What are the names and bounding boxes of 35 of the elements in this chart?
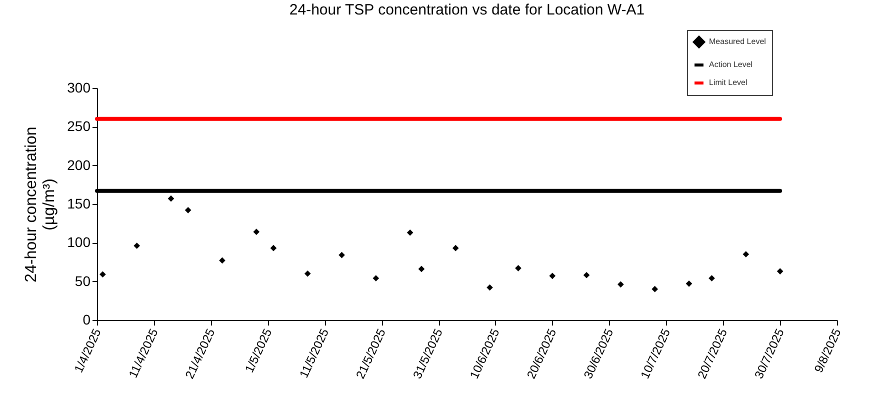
point	[134, 242, 140, 249]
point	[486, 284, 493, 291]
legend-label: Limit Level	[709, 78, 748, 87]
legend-label: Measured Level	[709, 37, 766, 46]
point	[776, 268, 784, 274]
point	[618, 281, 624, 288]
y-tick-label: 200	[67, 156, 91, 173]
chart-title: 24-hour TSP concentration vs date for Location W-A1	[289, 2, 645, 18]
point	[304, 270, 311, 277]
point	[686, 280, 692, 287]
y-tick-label: 300	[67, 80, 91, 96]
point	[184, 207, 192, 214]
y-tick-label: 50	[74, 272, 91, 289]
point	[549, 272, 556, 280]
y-tick-label: 0	[82, 312, 91, 328]
point	[338, 252, 345, 258]
point	[742, 251, 750, 258]
y-tick-label: 250	[67, 118, 91, 134]
y-axis-title: 24-hour concentration (µg/m³)	[23, 126, 58, 282]
y-tick-label: 100	[67, 234, 91, 250]
y-tick-label: 150	[67, 196, 91, 212]
point	[219, 257, 226, 264]
point	[372, 275, 380, 282]
point	[708, 275, 715, 282]
point	[270, 244, 277, 252]
point	[515, 265, 522, 272]
point	[253, 228, 260, 235]
point	[452, 244, 459, 252]
point	[168, 195, 174, 202]
point	[100, 271, 106, 278]
point	[418, 266, 425, 272]
point	[583, 272, 590, 278]
point	[406, 229, 414, 236]
point	[652, 286, 658, 292]
legend-label: Action Level	[709, 60, 753, 69]
